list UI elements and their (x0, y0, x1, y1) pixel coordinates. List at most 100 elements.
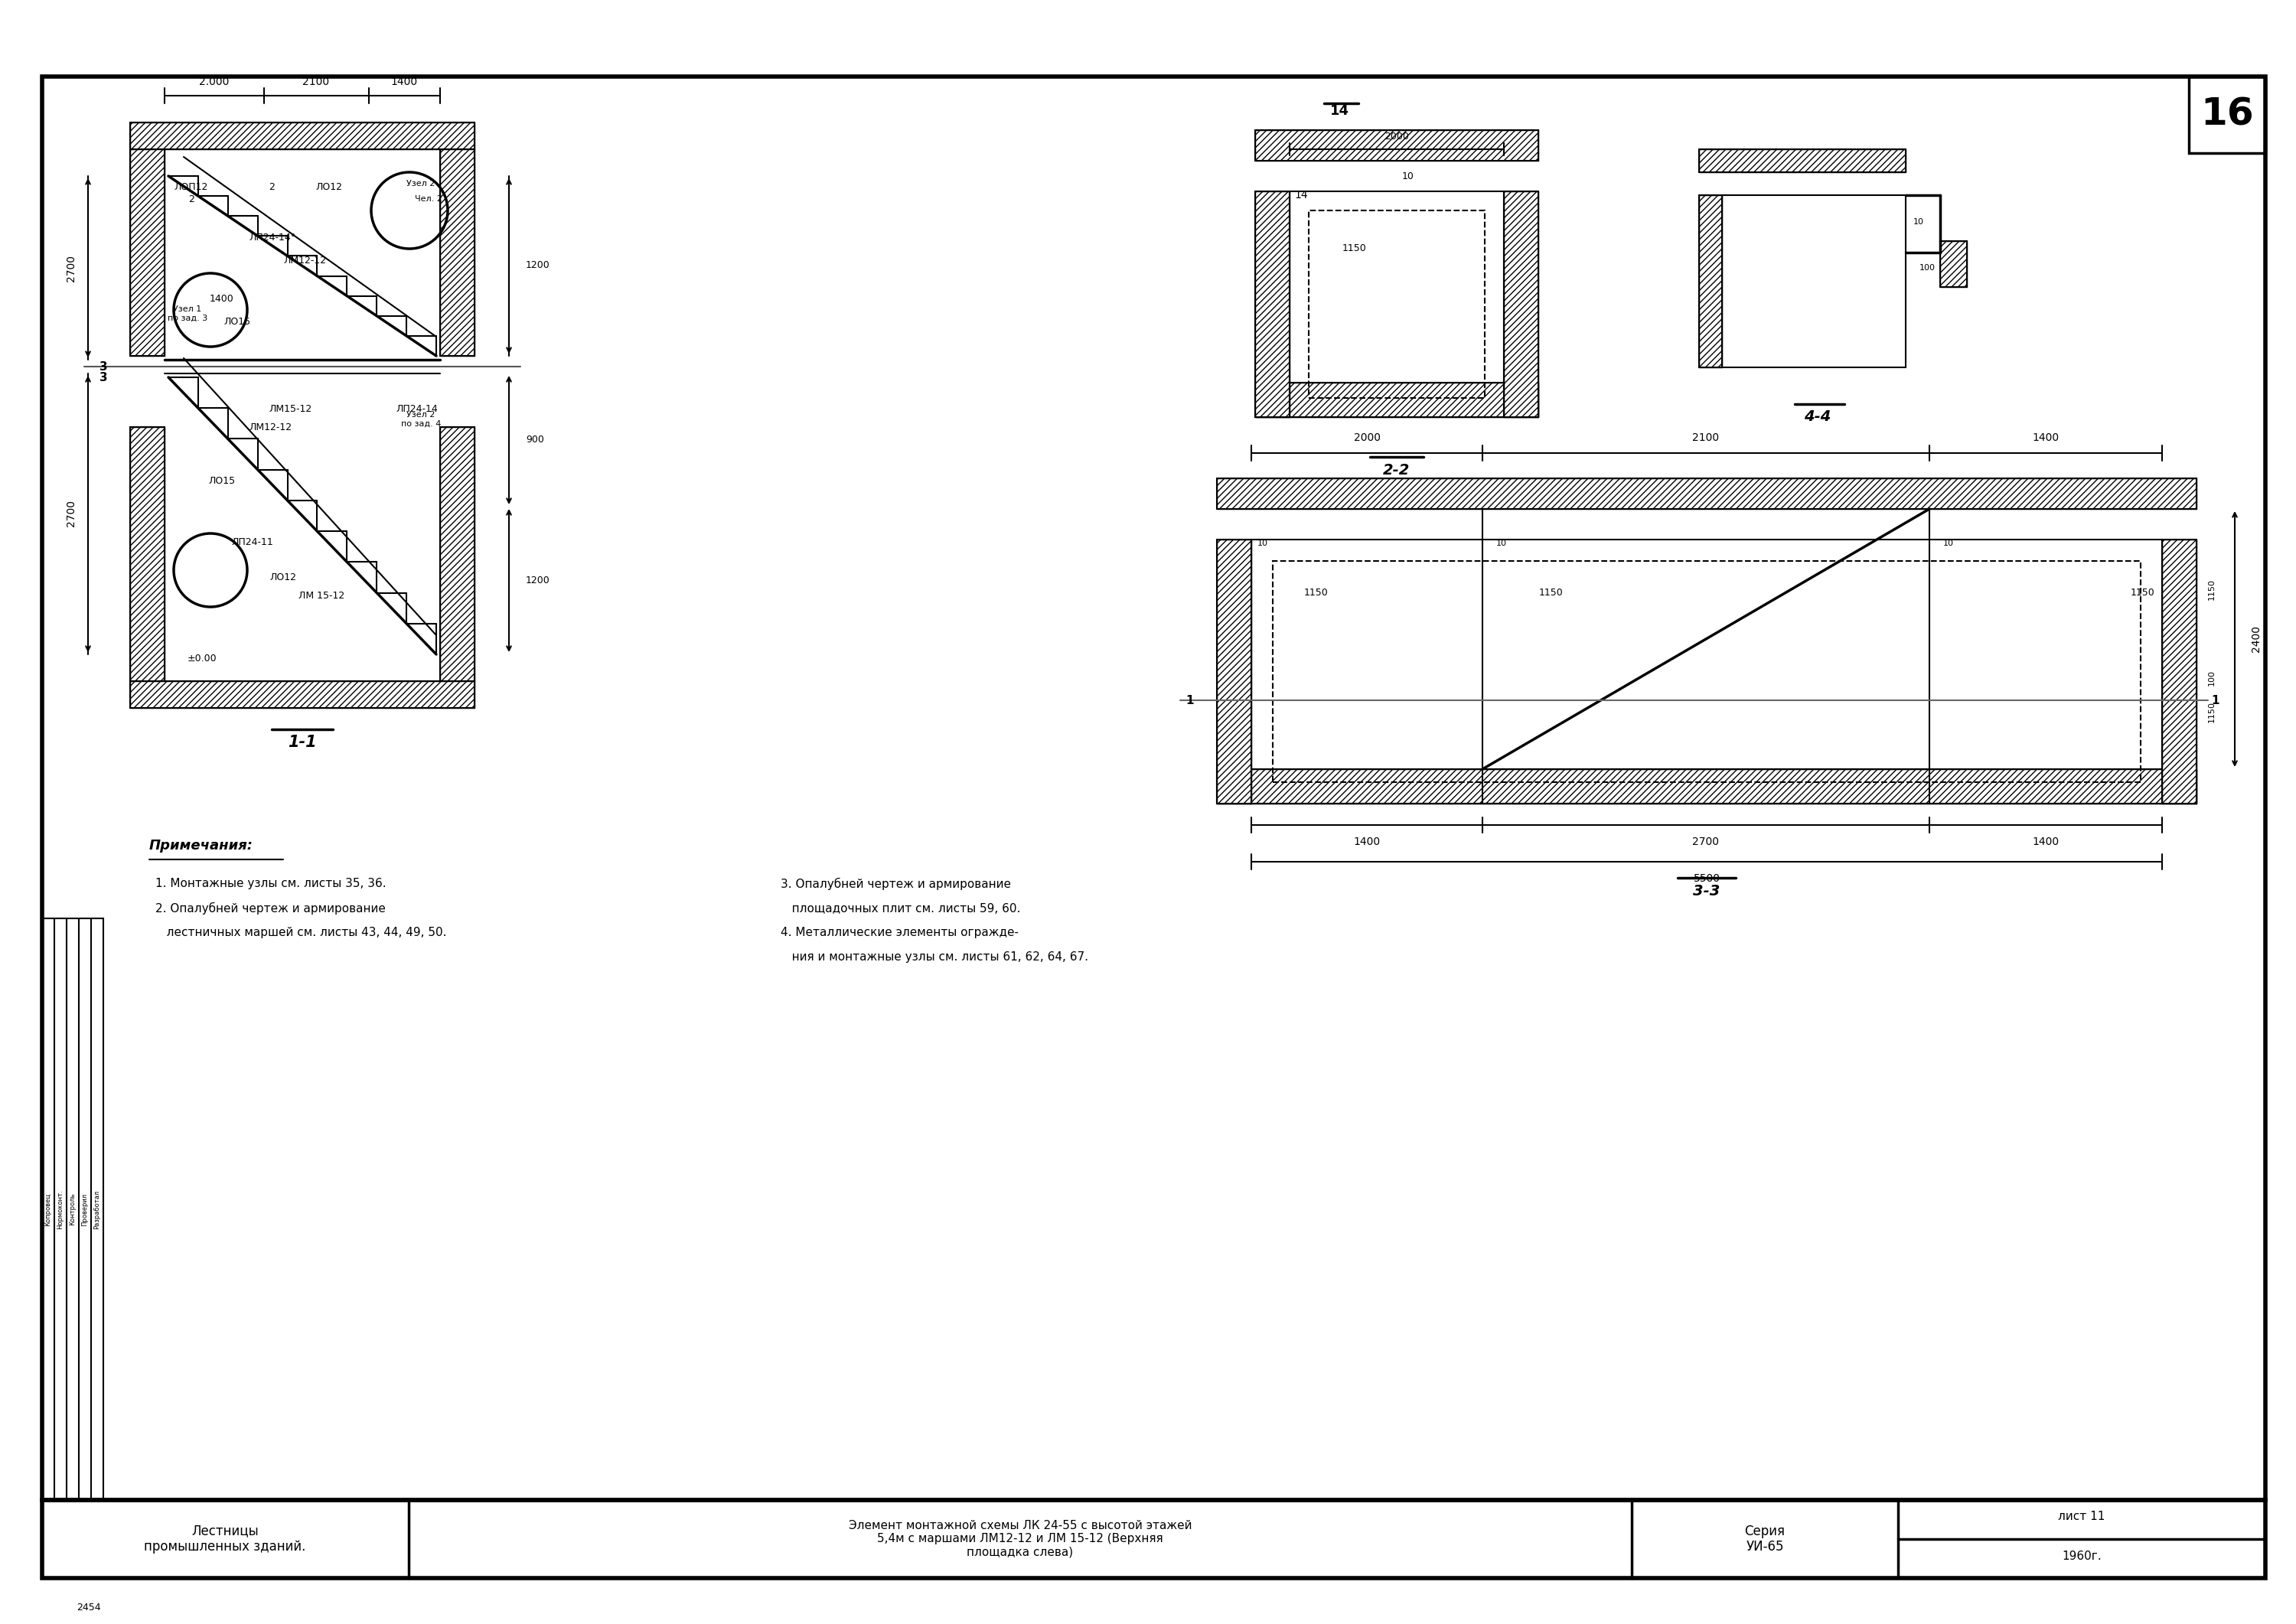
Text: ЛП24-14°: ЛП24-14° (248, 232, 296, 242)
Bar (41, 919, 103, 1501)
Text: 2100: 2100 (303, 76, 331, 88)
Text: ЛО15: ЛО15 (209, 476, 236, 486)
Text: 2000: 2000 (1384, 132, 1410, 141)
Text: ЛОП12: ЛОП12 (174, 182, 209, 193)
Bar (2163, 539, 2197, 804)
Bar (1309, 211, 1486, 398)
Text: Лестницы
промышленных зданий.: Лестницы промышленных зданий. (145, 1525, 305, 1554)
Text: 2000: 2000 (1355, 432, 1380, 443)
Bar (131, 122, 475, 149)
Text: 2: 2 (188, 193, 195, 205)
Bar (1256, 130, 1538, 161)
Bar (131, 122, 475, 149)
Bar (1699, 195, 1722, 367)
Bar (1256, 130, 1538, 161)
Text: 2. Опалубней чертеж и армирование: 2. Опалубней чертеж и армирование (156, 903, 386, 914)
Text: Узел 2
по зад. 4: Узел 2 по зад. 4 (402, 411, 441, 427)
Text: 1150: 1150 (1304, 588, 1329, 598)
Text: 4-4: 4-4 (1805, 409, 1832, 424)
Text: ЛО12: ЛО12 (271, 573, 296, 583)
Text: Узел 1
по зад. 3: Узел 1 по зад. 3 (168, 305, 207, 322)
Text: 2400: 2400 (2250, 625, 2262, 653)
Bar (41, 76, 2266, 1501)
Text: 1: 1 (2211, 695, 2220, 706)
Bar (131, 427, 165, 680)
Text: ЛО15: ЛО15 (223, 317, 250, 326)
Bar (441, 427, 475, 680)
Text: 1150: 1150 (2209, 702, 2216, 723)
Bar (1272, 560, 2140, 783)
Text: 1400: 1400 (390, 76, 418, 88)
Bar (1256, 192, 1290, 417)
Text: 1: 1 (1187, 695, 1194, 706)
Text: ЛМ15-12: ЛМ15-12 (269, 404, 312, 414)
Text: Серия
УИ-65: Серия УИ-65 (1745, 1525, 1786, 1554)
Bar (1217, 479, 2197, 508)
Text: 1150: 1150 (1343, 244, 1366, 253)
Text: 14: 14 (1295, 190, 1309, 200)
Text: 1400: 1400 (2032, 432, 2060, 443)
Bar (1256, 383, 1538, 417)
Bar (1722, 195, 1906, 367)
Text: 1400: 1400 (1352, 836, 1380, 848)
Text: 3: 3 (99, 372, 108, 383)
Text: ±0.00: ±0.00 (188, 653, 218, 663)
Bar (131, 149, 165, 356)
Text: 100: 100 (2209, 669, 2216, 685)
Text: 2100: 2100 (1692, 432, 1720, 443)
Bar (1290, 192, 1504, 417)
Bar (1699, 149, 1906, 172)
Text: 10: 10 (1942, 539, 1954, 547)
Text: 4. Металлические элементы огражде-: 4. Металлические элементы огражде- (781, 927, 1019, 939)
Bar (441, 149, 475, 356)
Text: 3: 3 (99, 361, 108, 372)
Text: 2700: 2700 (67, 500, 76, 526)
Text: Узел 2: Узел 2 (406, 180, 436, 187)
Text: 1150: 1150 (2131, 588, 2156, 598)
Text: ЛМ12-12: ЛМ12-12 (248, 422, 292, 432)
Text: ния и монтажные узлы см. листы 61, 62, 64, 67.: ния и монтажные узлы см. листы 61, 62, 6… (781, 952, 1088, 963)
Bar (1504, 192, 1538, 417)
Text: 10: 10 (1497, 539, 1506, 547)
Text: 100: 100 (1919, 265, 1936, 271)
Bar (1217, 479, 2197, 508)
Text: 1. Монтажные узлы см. листы 35, 36.: 1. Монтажные узлы см. листы 35, 36. (156, 879, 386, 890)
Text: ЛП24-11: ЛП24-11 (232, 538, 273, 547)
Text: 14: 14 (1329, 104, 1350, 119)
Text: 10: 10 (1258, 539, 1267, 547)
Bar (1699, 195, 1722, 367)
Text: 3-3: 3-3 (1692, 885, 1720, 898)
Bar (1699, 149, 1906, 172)
Text: 2: 2 (269, 182, 276, 193)
Bar (2188, 76, 2266, 153)
Text: 16: 16 (2200, 96, 2255, 133)
Text: 1150: 1150 (1538, 588, 1564, 598)
Bar (131, 680, 475, 708)
Bar (1217, 770, 2197, 804)
Bar (1256, 192, 1290, 417)
Bar (41, 1501, 2266, 1579)
Bar (441, 427, 475, 680)
Bar (131, 427, 165, 680)
Text: лист 11: лист 11 (2057, 1510, 2105, 1523)
Bar (441, 149, 475, 356)
Text: 1400: 1400 (209, 294, 234, 304)
Text: площадочных плит см. листы 59, 60.: площадочных плит см. листы 59, 60. (781, 903, 1019, 914)
Text: Проверил: Проверил (83, 1192, 87, 1226)
Text: 1200: 1200 (526, 575, 551, 585)
Bar (1251, 539, 2163, 804)
Text: 10: 10 (1913, 218, 1924, 226)
Text: 5500: 5500 (1692, 874, 1720, 883)
Text: 1960г.: 1960г. (2062, 1551, 2101, 1562)
Text: 1-1: 1-1 (287, 734, 317, 750)
Text: 1200: 1200 (526, 260, 551, 271)
Text: 2.000: 2.000 (200, 76, 230, 88)
Text: 10: 10 (1403, 171, 1414, 180)
Text: Копровец: Копровец (46, 1192, 51, 1226)
Bar (1940, 240, 1968, 287)
Bar (131, 680, 475, 708)
Text: 2454: 2454 (76, 1603, 101, 1613)
Text: 3. Опалубней чертеж и армирование: 3. Опалубней чертеж и армирование (781, 877, 1010, 890)
Bar (1217, 539, 1251, 804)
Text: 2-2: 2-2 (1382, 463, 1410, 477)
